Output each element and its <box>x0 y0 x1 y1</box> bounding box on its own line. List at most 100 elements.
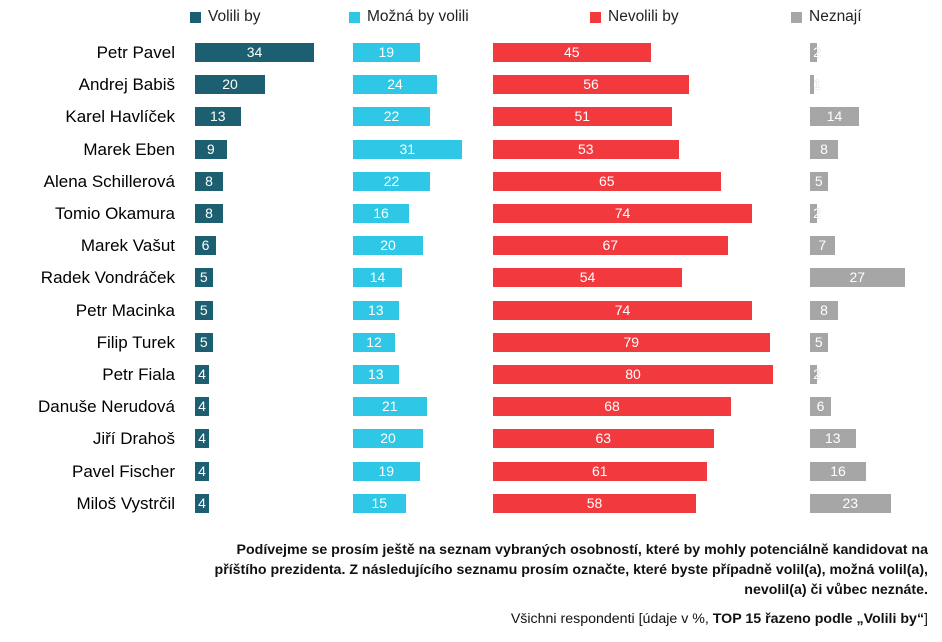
data-label: 8 <box>820 140 828 157</box>
bar <box>493 332 770 352</box>
bar <box>353 236 423 256</box>
data-label: 19 <box>378 44 395 60</box>
data-label: 34 <box>246 44 263 60</box>
data-label: 21 <box>381 398 398 415</box>
data-label: 5 <box>199 301 208 318</box>
bar <box>195 332 213 352</box>
category-label: Petr Fiala <box>102 365 175 384</box>
data-label: 5 <box>814 172 823 189</box>
bar <box>493 107 672 127</box>
bar <box>493 236 728 256</box>
bar <box>810 139 838 159</box>
data-label: 27 <box>849 269 866 286</box>
category-label: Marek Vašut <box>80 236 175 256</box>
data-label: 5 <box>814 333 823 350</box>
question-caption: Podívejme se prosím ještě na seznam vybr… <box>28 540 928 600</box>
data-label: 2 <box>813 205 821 221</box>
data-label: 67 <box>602 237 619 254</box>
category-label: Jiří Drahoš <box>92 429 175 449</box>
bar <box>353 268 402 288</box>
data-label: 22 <box>383 108 400 125</box>
bar <box>353 204 409 223</box>
bar <box>810 461 866 481</box>
bar <box>493 493 696 513</box>
data-label: 13 <box>824 430 841 447</box>
data-label: 4 <box>198 462 206 479</box>
bar <box>493 204 752 223</box>
data-label: 16 <box>830 462 846 479</box>
legend-item-1: Volili by <box>190 7 261 27</box>
category-label: Danuše Nerudová <box>37 397 175 417</box>
legend-item-4: Neznají <box>791 7 862 27</box>
bar <box>353 171 430 191</box>
caption-line-2: příštího prezidenta. Z následujícího sez… <box>214 562 928 578</box>
category-label: Petr Macinka <box>75 300 175 320</box>
bar <box>493 397 731 417</box>
respondents-note: Všichni respondenti [údaje v %, TOP 15 ř… <box>511 609 928 629</box>
legend-label: Nevolili by <box>608 8 679 25</box>
bar <box>810 429 856 449</box>
data-label: 12 <box>366 333 382 350</box>
data-label: 4 <box>198 398 206 415</box>
category-label: Pavel Fischer <box>72 461 175 481</box>
data-label: 2 <box>813 366 821 382</box>
bar <box>195 139 227 159</box>
bar <box>195 268 213 288</box>
legend-swatch <box>791 11 802 23</box>
bar <box>810 268 905 288</box>
data-label: 6 <box>816 398 825 415</box>
bar <box>810 332 828 352</box>
legend-swatch <box>190 11 201 23</box>
bar <box>353 397 427 417</box>
data-label: 45 <box>563 44 580 60</box>
data-label: 4 <box>198 494 206 511</box>
bar <box>195 204 223 223</box>
bar <box>195 107 241 127</box>
data-label: 4 <box>198 366 206 382</box>
data-label: 24 <box>387 76 403 93</box>
bar <box>195 397 209 417</box>
bar <box>810 236 835 256</box>
bar <box>353 107 430 127</box>
note-suffix: ] <box>924 611 928 627</box>
data-label: 65 <box>598 172 615 189</box>
bar <box>810 171 828 191</box>
category-label: Karel Havlíček <box>65 107 175 127</box>
data-label: 8 <box>205 172 213 189</box>
bar <box>493 171 721 191</box>
bar <box>810 397 831 417</box>
bar <box>353 139 462 159</box>
data-label: 2 <box>813 44 821 60</box>
legend-label: Volili by <box>208 8 261 25</box>
bar <box>353 429 423 449</box>
bar <box>195 300 213 320</box>
bar <box>493 268 682 288</box>
data-label: 5 <box>199 333 208 350</box>
data-label: 6 <box>201 237 210 254</box>
category-label: Petr Pavel <box>96 43 175 62</box>
bar <box>493 429 714 449</box>
data-label: 5 <box>199 269 208 286</box>
bar <box>195 75 265 95</box>
data-label: 14 <box>826 108 843 125</box>
data-label: 13 <box>367 301 384 318</box>
stacked-panel-bar-chart: Volili by Možná by volili Nevolili by Nezna… <box>37 7 905 513</box>
data-label: 13 <box>209 108 226 125</box>
category-label: Andrej Babiš <box>78 75 175 95</box>
bar <box>493 461 707 481</box>
data-label: 7 <box>818 237 827 254</box>
bar <box>353 75 437 95</box>
caption-line-1: Podívejme se prosím ještě na seznam vybr… <box>236 542 928 558</box>
bar <box>353 332 395 352</box>
data-label: 31 <box>399 140 416 157</box>
bar <box>493 365 773 384</box>
data-label: 13 <box>367 366 384 382</box>
category-label: Alena Schillerová <box>43 171 175 191</box>
data-label: 56 <box>583 76 599 93</box>
data-label: 16 <box>373 205 389 221</box>
data-label: 74 <box>614 301 631 318</box>
data-label: 53 <box>577 140 594 157</box>
bar <box>810 75 814 95</box>
category-label: Radek Vondráček <box>40 268 175 288</box>
legend-item-2: Možná by volili <box>349 7 469 27</box>
